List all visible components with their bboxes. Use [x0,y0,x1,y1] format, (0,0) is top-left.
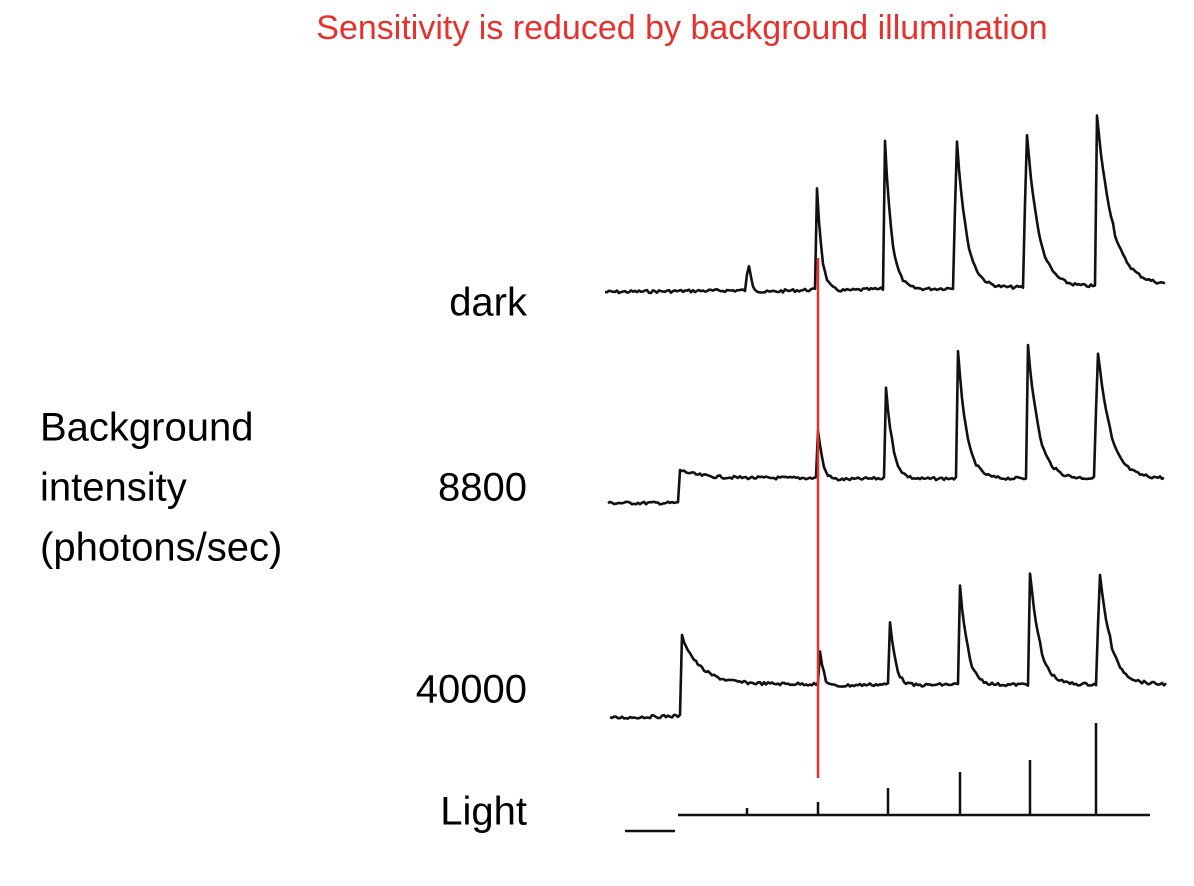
title: Sensitivity is reduced by background ill… [316,9,1047,47]
response-trace [607,343,1165,506]
trace-label: 8800 [438,466,527,510]
axis-label-line: Background [40,406,253,450]
light-stimulus-trace [625,723,1150,833]
axis-label-line: intensity [40,466,187,510]
trace-label: dark [449,281,528,325]
response-trace [609,572,1167,720]
traces [604,114,1167,720]
stimulus-label: Light [440,790,527,834]
axis-label-line: (photons/sec) [40,526,282,570]
trace-label: 40000 [416,668,527,712]
response-trace [604,114,1166,295]
